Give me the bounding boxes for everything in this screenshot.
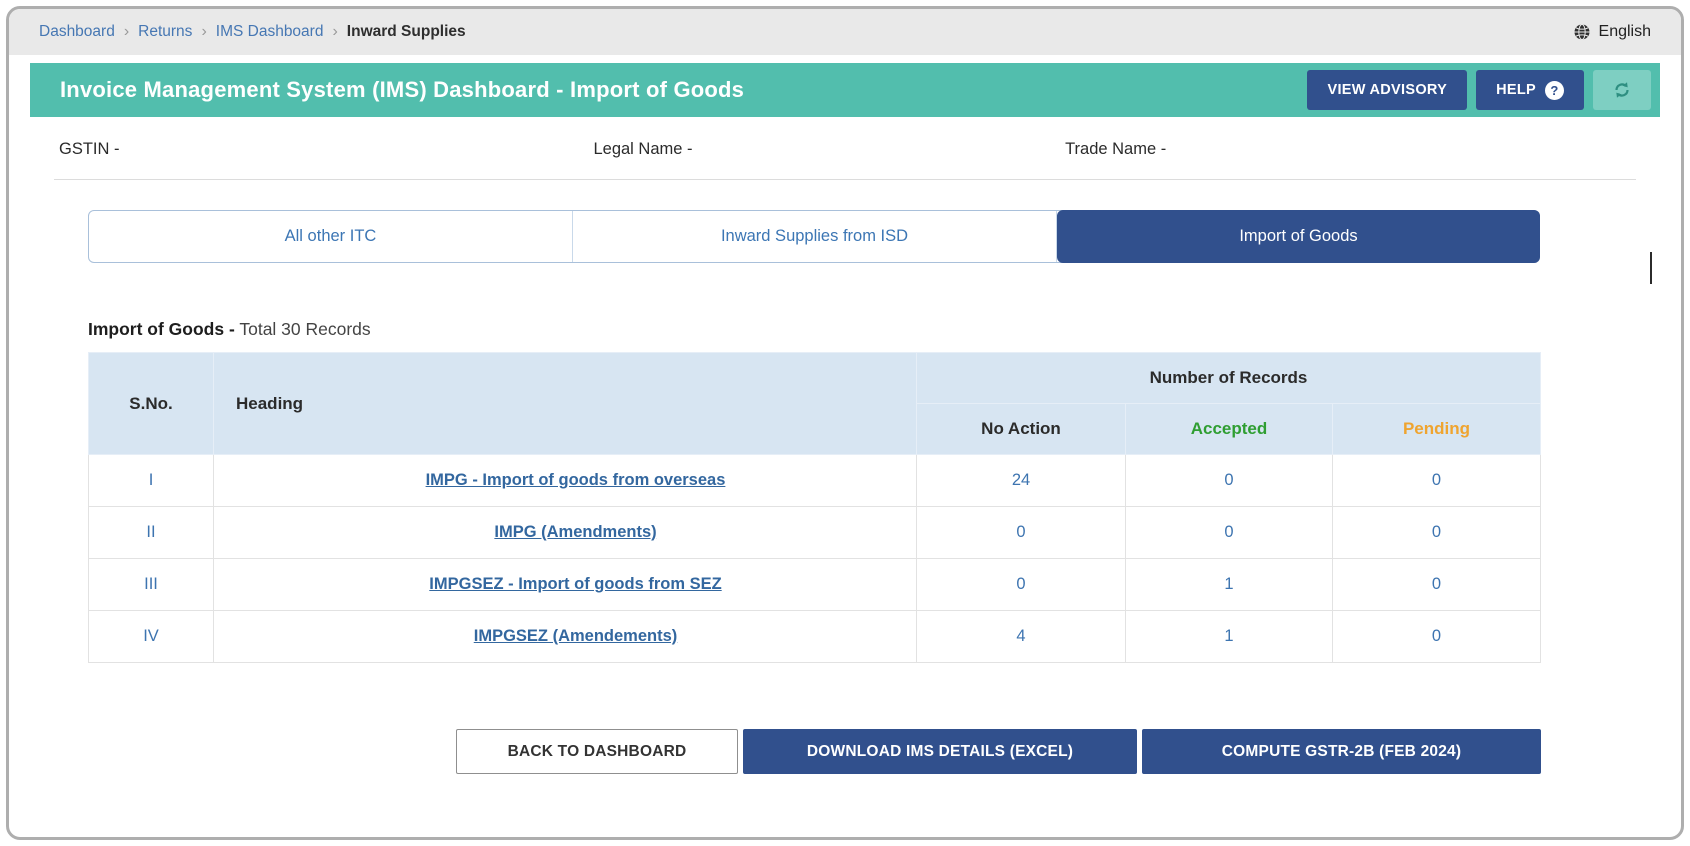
refresh-icon xyxy=(1611,79,1633,101)
text-cursor xyxy=(1650,252,1652,284)
row-no-action-count[interactable]: 0 xyxy=(916,558,1126,611)
tab-import-of-goods[interactable]: Import of Goods xyxy=(1057,210,1540,263)
row-sno: II xyxy=(88,506,214,559)
gstin-label: GSTIN - xyxy=(59,140,120,158)
row-accepted-count[interactable]: 1 xyxy=(1125,558,1333,611)
row-sno: III xyxy=(88,558,214,611)
breadcrumb: Dashboard › Returns › IMS Dashboard › In… xyxy=(9,9,1681,55)
section-total-records: Total 30 Records xyxy=(239,319,371,339)
row-heading-link[interactable]: IMPGSEZ (Amendements) xyxy=(473,627,678,645)
compute-gstr2b-button[interactable]: COMPUTE GSTR-2B (FEB 2024) xyxy=(1142,729,1541,774)
row-no-action-count[interactable]: 4 xyxy=(916,610,1126,663)
row-accepted-count[interactable]: 0 xyxy=(1125,454,1333,507)
breadcrumb-separator: › xyxy=(332,23,338,40)
row-no-action-count[interactable]: 0 xyxy=(916,506,1126,559)
legal-name-label: Legal Name - xyxy=(593,140,693,158)
row-pending-count[interactable]: 0 xyxy=(1331,558,1542,611)
row-heading-cell: IMPGSEZ - Import of goods from SEZ xyxy=(213,558,917,611)
row-sno: I xyxy=(88,454,214,507)
column-header-heading: Heading xyxy=(213,352,917,455)
row-no-action-count[interactable]: 24 xyxy=(916,454,1126,507)
view-advisory-button[interactable]: VIEW ADVISORY xyxy=(1307,70,1468,110)
table-row: II IMPG (Amendments) 0 0 0 xyxy=(88,506,1542,559)
language-selector[interactable]: English xyxy=(1573,23,1651,41)
section-title-label: Import of Goods - xyxy=(88,319,235,339)
row-accepted-count[interactable]: 1 xyxy=(1125,610,1333,663)
breadcrumb-separator: › xyxy=(201,23,207,40)
tab-all-other-itc[interactable]: All other ITC xyxy=(89,211,573,262)
column-header-sno: S.No. xyxy=(88,352,214,455)
help-button[interactable]: HELP ? xyxy=(1476,70,1584,110)
taxpayer-info: GSTIN - Legal Name - Trade Name - xyxy=(9,140,1681,159)
column-header-no-action: No Action xyxy=(916,403,1126,455)
row-pending-count[interactable]: 0 xyxy=(1331,454,1542,507)
row-heading-cell: IMPGSEZ (Amendements) xyxy=(213,610,917,663)
table-row: I IMPG - Import of goods from overseas 24 0… xyxy=(88,454,1542,507)
row-heading-cell: IMPG (Amendments) xyxy=(213,506,917,559)
row-sno: IV xyxy=(88,610,214,663)
row-accepted-count[interactable]: 0 xyxy=(1125,506,1333,559)
column-group-number-of-records: Number of Records xyxy=(915,352,1542,404)
app-window: Dashboard › Returns › IMS Dashboard › In… xyxy=(6,6,1684,840)
question-circle-icon: ? xyxy=(1545,80,1564,100)
trade-name-label: Trade Name - xyxy=(1065,140,1167,158)
refresh-button[interactable] xyxy=(1593,70,1651,110)
back-to-dashboard-button[interactable]: BACK TO DASHBOARD xyxy=(456,729,738,774)
tab-inward-supplies-from-isd[interactable]: Inward Supplies from ISD xyxy=(573,211,1057,262)
breadcrumb-current: Inward Supplies xyxy=(346,23,466,40)
page-title: Invoice Management System (IMS) Dashboar… xyxy=(60,77,745,102)
download-ims-details-button[interactable]: DOWNLOAD IMS DETAILS (EXCEL) xyxy=(743,729,1137,774)
table-row: IV IMPGSEZ (Amendements) 4 1 0 xyxy=(88,610,1542,663)
breadcrumb-dashboard[interactable]: Dashboard xyxy=(39,23,115,40)
breadcrumb-trail: Dashboard › Returns › IMS Dashboard › In… xyxy=(39,23,466,41)
footer-actions: BACK TO DASHBOARD DOWNLOAD IMS DETAILS (… xyxy=(9,729,1541,774)
row-pending-count[interactable]: 0 xyxy=(1331,610,1542,663)
tab-bar: All other ITC Inward Supplies from ISD I… xyxy=(88,210,1540,263)
breadcrumb-separator: › xyxy=(123,23,130,40)
table-row: III IMPGSEZ - Import of goods from SEZ 0 1 0 xyxy=(88,558,1542,611)
row-heading-link[interactable]: IMPG - Import of goods from overseas xyxy=(425,471,726,489)
column-header-accepted: Accepted xyxy=(1125,403,1333,455)
header-actions: VIEW ADVISORY HELP ? xyxy=(1307,70,1651,110)
breadcrumb-returns[interactable]: Returns xyxy=(138,23,193,40)
records-table: S.No. Heading Number of Records No Actio… xyxy=(88,352,1542,663)
row-heading-cell: IMPG - Import of goods from overseas xyxy=(213,454,917,507)
language-label: English xyxy=(1598,23,1651,40)
breadcrumb-ims-dashboard[interactable]: IMS Dashboard xyxy=(215,23,324,40)
row-heading-link[interactable]: IMPG (Amendments) xyxy=(494,523,657,541)
row-pending-count[interactable]: 0 xyxy=(1331,506,1542,559)
divider xyxy=(54,179,1636,180)
section-title: Import of Goods - Total 30 Records xyxy=(88,319,1681,340)
row-heading-link[interactable]: IMPGSEZ - Import of goods from SEZ xyxy=(429,575,722,593)
column-header-pending: Pending xyxy=(1331,403,1542,455)
page-header: Invoice Management System (IMS) Dashboar… xyxy=(30,63,1660,117)
help-button-label: HELP xyxy=(1496,82,1536,98)
globe-icon xyxy=(1573,23,1591,41)
